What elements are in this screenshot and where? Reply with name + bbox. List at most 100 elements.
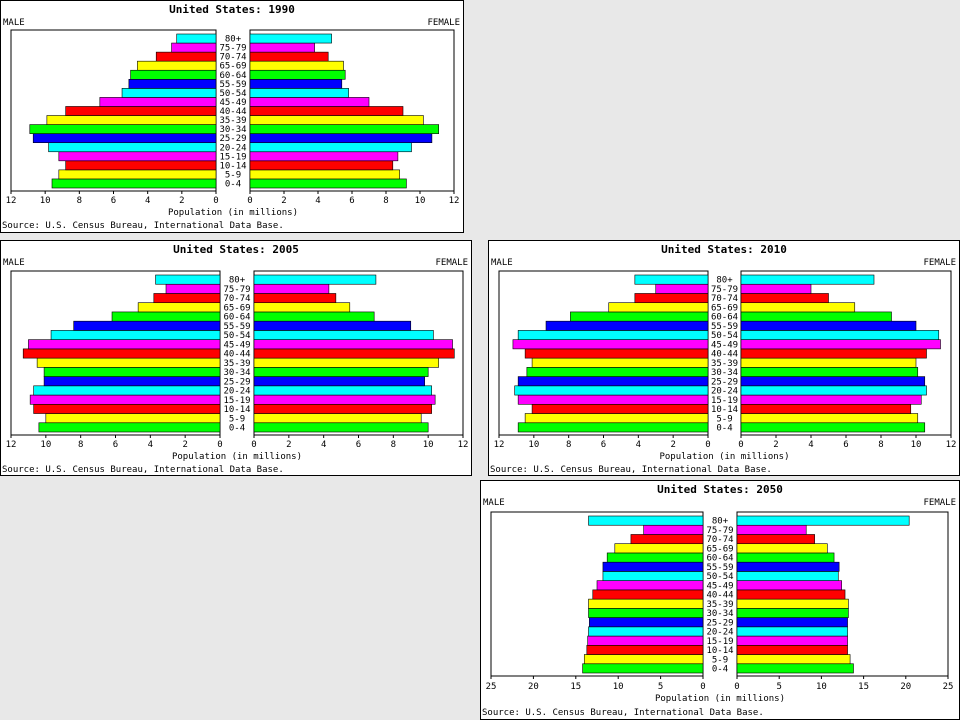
age-label: 25-29 (706, 618, 733, 628)
female-bar-70-74 (249, 51, 329, 62)
female-label: FEMALE (435, 258, 468, 268)
age-label: 25-29 (223, 377, 250, 387)
tick-label: 8 (878, 440, 883, 450)
tick-label: 0 (247, 196, 252, 206)
age-label: 50-54 (711, 331, 738, 341)
age-label: 80+ (712, 517, 729, 527)
chart-title: United States: 1990 (169, 3, 295, 16)
male-bar-60-64 (606, 552, 704, 563)
male-bar-35-39 (588, 598, 704, 609)
female-bar-5-9 (249, 169, 400, 180)
tick-label: 10 (40, 196, 51, 206)
tick-label: 12 (6, 196, 17, 206)
female-bar-70-74 (740, 293, 829, 304)
age-label: 55-59 (223, 322, 250, 332)
age-label: 65-69 (706, 544, 733, 554)
age-label: 20-24 (219, 143, 246, 153)
age-label: 50-54 (219, 89, 246, 99)
male-bar-5-9 (45, 413, 221, 424)
tick-label: 10 (415, 196, 426, 206)
tick-label: 12 (6, 440, 17, 450)
tick-label: 2 (773, 440, 778, 450)
age-label: 0-4 (716, 424, 732, 434)
female-bar-65-69 (249, 60, 344, 71)
female-bar-10-14 (253, 403, 432, 414)
age-label: 35-39 (711, 359, 738, 369)
male-bar-65-69 (137, 302, 221, 313)
male-bar-45-49 (596, 580, 704, 591)
male-bar-10-14 (586, 644, 704, 655)
male-bar-0-4 (38, 422, 221, 433)
male-label: MALE (3, 18, 25, 28)
female-bar-0-4 (249, 178, 407, 189)
pyramid-svg: United States: 2010 MALE FEMALE 0-45-910-14… (490, 243, 956, 475)
pyramid-svg: United States: 2005 MALE FEMALE 0-45-910-14… (2, 243, 469, 475)
male-bar-20-24 (48, 142, 217, 153)
female-bar-35-39 (253, 357, 439, 368)
age-label: 70-74 (706, 535, 733, 545)
male-bar-25-29 (32, 133, 217, 144)
tick-label: 15 (858, 682, 869, 692)
female-bar-20-24 (253, 385, 432, 396)
tick-label: 6 (843, 440, 848, 450)
tick-label: 8 (383, 196, 388, 206)
female-bar-10-14 (740, 403, 912, 414)
female-bar-25-29 (249, 133, 433, 144)
tick-label: 8 (391, 440, 396, 450)
male-bar-70-74 (155, 51, 217, 62)
male-bar-55-59 (602, 561, 704, 572)
female-bar-50-54 (740, 330, 940, 340)
male-label: MALE (3, 258, 25, 268)
female-bar-20-24 (249, 142, 412, 153)
age-label: 45-49 (223, 340, 250, 350)
age-label: 40-44 (711, 350, 738, 360)
female-bar-50-54 (736, 571, 839, 581)
tick-label: 6 (349, 196, 354, 206)
male-bar-80+ (634, 274, 709, 285)
female-bar-15-19 (736, 635, 848, 646)
age-label: 15-19 (219, 152, 246, 162)
female-bar-10-14 (249, 160, 394, 171)
age-label: 80+ (229, 276, 246, 286)
source-note: Source: U.S. Census Bureau, Internationa… (490, 465, 772, 475)
male-bar-30-34 (526, 367, 709, 377)
female-bar-65-69 (740, 302, 856, 313)
tick-label: 0 (705, 440, 710, 450)
tick-label: 2 (670, 440, 675, 450)
age-label: 20-24 (223, 387, 250, 397)
tick-label: 8 (77, 196, 82, 206)
female-bar-55-59 (253, 320, 412, 331)
male-bar-35-39 (36, 357, 221, 368)
female-bar-50-54 (249, 88, 349, 98)
male-bar-75-79 (655, 283, 709, 294)
age-label: 75-79 (219, 44, 246, 54)
female-bar-0-4 (253, 422, 429, 433)
male-bar-55-59 (128, 78, 217, 89)
female-bar-30-34 (736, 608, 849, 618)
male-bar-10-14 (65, 160, 217, 171)
female-bar-50-54 (253, 330, 434, 340)
tick-label: 10 (911, 440, 922, 450)
female-bar-20-24 (736, 626, 848, 637)
tick-label: 0 (251, 440, 256, 450)
pyramid-svg: United States: 1990 MALE FEMALE 0-45-910-14… (2, 3, 460, 231)
age-label: 30-34 (706, 609, 733, 619)
male-bar-30-34 (29, 124, 217, 134)
female-label: FEMALE (923, 258, 956, 268)
age-label: 45-49 (219, 98, 246, 108)
tick-label: 2 (179, 196, 184, 206)
age-label: 30-34 (219, 125, 246, 135)
male-bar-75-79 (643, 524, 704, 535)
age-label: 20-24 (706, 628, 733, 638)
female-bar-40-44 (253, 348, 455, 359)
source-note: Source: U.S. Census Bureau, Internationa… (2, 221, 284, 231)
age-label: 70-74 (219, 53, 246, 63)
female-bar-30-34 (253, 367, 429, 377)
age-label: 20-24 (711, 387, 738, 397)
tick-label: 12 (458, 440, 469, 450)
female-bar-65-69 (736, 543, 828, 554)
male-bar-50-54 (602, 571, 704, 581)
female-bar-60-64 (740, 311, 892, 322)
tick-label: 10 (40, 440, 51, 450)
male-bar-0-4 (51, 178, 217, 189)
